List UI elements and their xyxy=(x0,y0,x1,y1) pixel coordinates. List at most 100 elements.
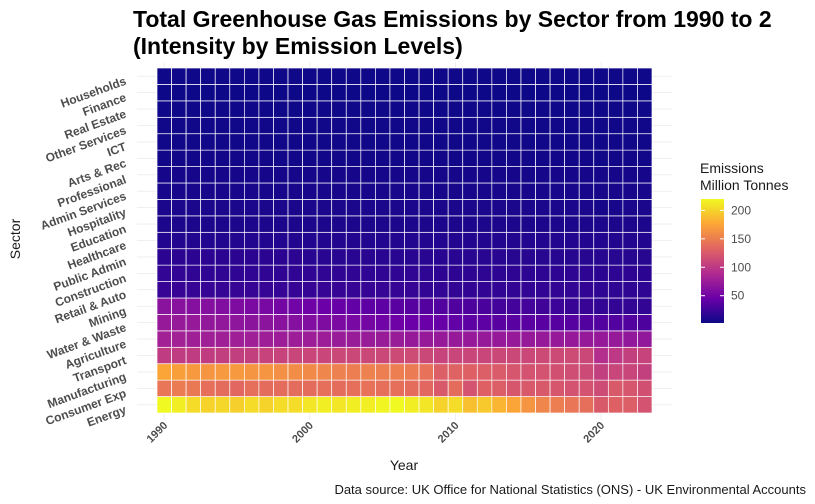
y-axis-title: Sector xyxy=(7,218,23,259)
heatmap-cell xyxy=(185,199,202,217)
heatmap-cell xyxy=(593,149,609,167)
heatmap-cell xyxy=(316,100,333,118)
heatmap-cell xyxy=(418,379,434,397)
heatmap-cell xyxy=(185,297,202,315)
heatmap-cell xyxy=(622,199,638,217)
heatmap-cell xyxy=(214,248,231,266)
heatmap-cell xyxy=(433,363,449,381)
heatmap-cell xyxy=(578,231,595,250)
heatmap-cell xyxy=(273,297,289,315)
heatmap-cell xyxy=(331,133,347,151)
heatmap-cell xyxy=(593,215,609,233)
heatmap-cell xyxy=(258,396,274,414)
heatmap-cell xyxy=(375,199,391,217)
heatmap-cell xyxy=(375,149,391,167)
heatmap-cell xyxy=(345,281,362,299)
heatmap-cell xyxy=(622,100,638,118)
heatmap-cell xyxy=(447,281,464,299)
heatmap-cell xyxy=(375,379,391,397)
chart-title-line2: (Intensity by Emission Levels) xyxy=(133,33,463,59)
heatmap-cell xyxy=(375,346,391,365)
heatmap-cell xyxy=(273,281,289,299)
heatmap-cell xyxy=(520,248,536,266)
heatmap-cell xyxy=(506,330,522,348)
legend-tick-label: 200 xyxy=(731,203,751,217)
heatmap-cell xyxy=(593,396,609,414)
heatmap-cell xyxy=(244,264,260,282)
heatmap-cell xyxy=(273,231,289,250)
heatmap-cell xyxy=(287,215,303,233)
heatmap-cell xyxy=(462,215,478,233)
heatmap-cell xyxy=(593,314,609,332)
heatmap-cell xyxy=(593,264,609,282)
legend-tick-label: 100 xyxy=(731,260,751,274)
heatmap-cell xyxy=(520,363,536,381)
heatmap-cell xyxy=(287,396,303,414)
heatmap-cell xyxy=(476,330,493,348)
heatmap-cell xyxy=(331,363,347,381)
heatmap-cell xyxy=(506,248,522,266)
heatmap-cell xyxy=(447,396,464,414)
heatmap-cell xyxy=(564,166,580,184)
heatmap-cell xyxy=(200,379,216,397)
heatmap-cell xyxy=(156,149,172,167)
heatmap-cell xyxy=(506,116,522,135)
heatmap-cell xyxy=(593,346,609,365)
heatmap-cell xyxy=(549,231,566,250)
heatmap-cell xyxy=(200,100,216,118)
heatmap-cell xyxy=(549,248,566,266)
heatmap-cell xyxy=(404,116,420,135)
heatmap-cell xyxy=(244,396,260,414)
heatmap-cell xyxy=(345,182,362,200)
heatmap-cell xyxy=(360,116,376,135)
heatmap-cell xyxy=(273,182,289,200)
heatmap-cell xyxy=(637,199,653,217)
heatmap-cell xyxy=(578,182,595,200)
heatmap-cell xyxy=(229,346,245,365)
heatmap-cell xyxy=(273,84,289,102)
heatmap-cell xyxy=(506,100,522,118)
heatmap-cell xyxy=(229,330,245,348)
heatmap-cell xyxy=(156,215,172,233)
heatmap-cell xyxy=(404,84,420,102)
heatmap-cell xyxy=(491,330,507,348)
heatmap-cell xyxy=(214,149,231,167)
heatmap-cell xyxy=(244,67,260,85)
heatmap-cell xyxy=(637,166,653,184)
heatmap-cell xyxy=(331,281,347,299)
heatmap-cell xyxy=(593,182,609,200)
heatmap-cell xyxy=(506,281,522,299)
heatmap-cell xyxy=(462,149,478,167)
heatmap-cell xyxy=(404,297,420,315)
heatmap-cell xyxy=(564,67,580,85)
heatmap-cell xyxy=(506,346,522,365)
heatmap-cell xyxy=(200,84,216,102)
heatmap-cell xyxy=(564,100,580,118)
heatmap-cell xyxy=(404,133,420,151)
heatmap-cell xyxy=(171,149,187,167)
heatmap-cell xyxy=(578,297,595,315)
heatmap-cell xyxy=(244,231,260,250)
heatmap-cell xyxy=(506,67,522,85)
heatmap-cell xyxy=(316,84,333,102)
heatmap-cell xyxy=(433,297,449,315)
heatmap-cell xyxy=(287,133,303,151)
heatmap-cell xyxy=(404,396,420,414)
heatmap-cell xyxy=(476,116,493,135)
heatmap-cell xyxy=(316,264,333,282)
heatmap-cell xyxy=(535,100,551,118)
heatmap-cell xyxy=(360,297,376,315)
heatmap-cell xyxy=(506,297,522,315)
heatmap-cell xyxy=(535,264,551,282)
heatmap-cell xyxy=(622,379,638,397)
heatmap-cell xyxy=(316,314,333,332)
heatmap-cell xyxy=(185,314,202,332)
heatmap-cell xyxy=(637,84,653,102)
y-tick-label: ICT xyxy=(105,139,129,159)
heatmap-cell xyxy=(200,215,216,233)
heatmap-cell xyxy=(345,199,362,217)
heatmap-cell xyxy=(578,215,595,233)
heatmap-cell xyxy=(287,149,303,167)
heatmap-cell xyxy=(375,100,391,118)
heatmap-cell xyxy=(622,264,638,282)
